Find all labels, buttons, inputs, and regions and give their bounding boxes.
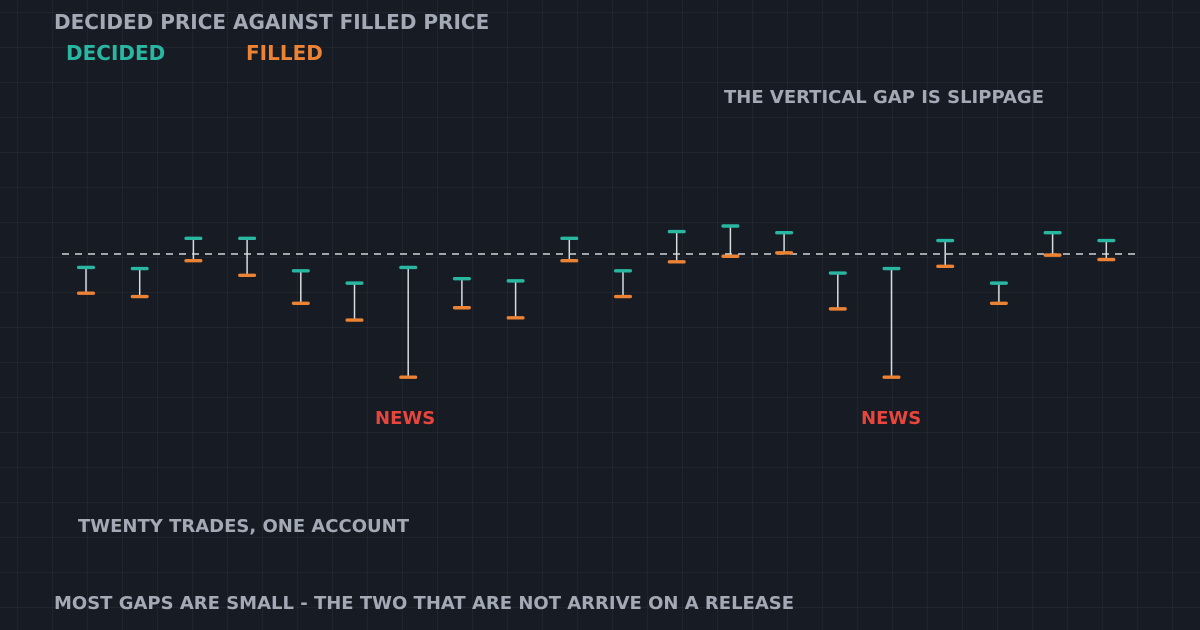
filled-marker bbox=[506, 316, 525, 320]
decided-marker bbox=[936, 238, 955, 243]
trade-6 bbox=[345, 281, 364, 322]
trade-15 bbox=[828, 271, 847, 311]
trade-17 bbox=[936, 238, 955, 269]
summary-note: MOST GAPS ARE SMALL - THE TWO THAT ARE N… bbox=[54, 593, 795, 614]
decided-marker bbox=[614, 269, 632, 273]
filled-marker bbox=[345, 318, 364, 322]
legend-filled: FILLED bbox=[246, 41, 323, 65]
filled-marker bbox=[399, 375, 418, 379]
decided-marker bbox=[399, 265, 418, 270]
trade-8 bbox=[452, 276, 471, 310]
news-annotation-1: NEWS bbox=[375, 408, 436, 429]
trade-9 bbox=[506, 279, 525, 320]
trade-3 bbox=[184, 236, 203, 263]
decided-marker bbox=[1097, 238, 1116, 243]
slippage-note: THE VERTICAL GAP IS SLIPPAGE bbox=[724, 87, 1044, 108]
decided-marker bbox=[506, 279, 525, 283]
trade-5 bbox=[291, 269, 310, 305]
decided-marker bbox=[77, 265, 95, 270]
decided-marker bbox=[238, 236, 257, 241]
filled-marker bbox=[775, 251, 794, 255]
trade-4 bbox=[238, 236, 257, 277]
trade-13 bbox=[721, 224, 740, 258]
filled-marker bbox=[560, 259, 579, 263]
decided-marker bbox=[452, 276, 471, 281]
trade-marks-layer bbox=[77, 224, 1116, 379]
trade-18 bbox=[989, 281, 1008, 305]
decided-marker bbox=[775, 231, 794, 235]
filled-marker bbox=[130, 294, 149, 299]
filled-marker bbox=[184, 259, 203, 263]
filled-marker bbox=[828, 307, 847, 311]
filled-marker bbox=[721, 254, 740, 258]
filled-marker bbox=[989, 301, 1008, 305]
decided-marker bbox=[130, 266, 149, 271]
legend-decided: DECIDED bbox=[66, 41, 166, 65]
trade-16 bbox=[882, 266, 901, 379]
filled-marker bbox=[1043, 253, 1062, 257]
filled-marker bbox=[614, 294, 632, 299]
decided-marker bbox=[184, 236, 203, 241]
decided-marker bbox=[1043, 231, 1062, 235]
filled-marker bbox=[452, 306, 471, 310]
decided-marker bbox=[989, 281, 1008, 285]
trade-11 bbox=[614, 269, 632, 299]
trade-7 bbox=[399, 265, 418, 379]
decided-marker bbox=[291, 269, 310, 273]
trade-1 bbox=[77, 265, 95, 295]
filled-marker bbox=[1097, 257, 1116, 262]
trade-19 bbox=[1043, 231, 1062, 257]
news-annotation-2: NEWS bbox=[861, 408, 922, 429]
filled-marker bbox=[77, 291, 95, 295]
decided-marker bbox=[560, 236, 579, 241]
filled-marker bbox=[238, 273, 257, 277]
decided-marker bbox=[828, 271, 847, 275]
decided-marker bbox=[667, 229, 686, 234]
decided-marker bbox=[345, 281, 364, 285]
chart-title: DECIDED PRICE AGAINST FILLED PRICE bbox=[54, 10, 490, 34]
decided-marker bbox=[721, 224, 740, 228]
decided-marker bbox=[882, 266, 901, 271]
trade-14 bbox=[775, 231, 794, 255]
filled-marker bbox=[882, 375, 901, 379]
trade-12 bbox=[667, 229, 686, 264]
trade-2 bbox=[130, 266, 149, 299]
trade-20 bbox=[1097, 238, 1116, 262]
filled-marker bbox=[936, 264, 955, 269]
trade-10 bbox=[560, 236, 579, 263]
filled-marker bbox=[291, 301, 310, 305]
filled-marker bbox=[667, 260, 686, 264]
trade-count-note: TWENTY TRADES, ONE ACCOUNT bbox=[78, 516, 409, 537]
